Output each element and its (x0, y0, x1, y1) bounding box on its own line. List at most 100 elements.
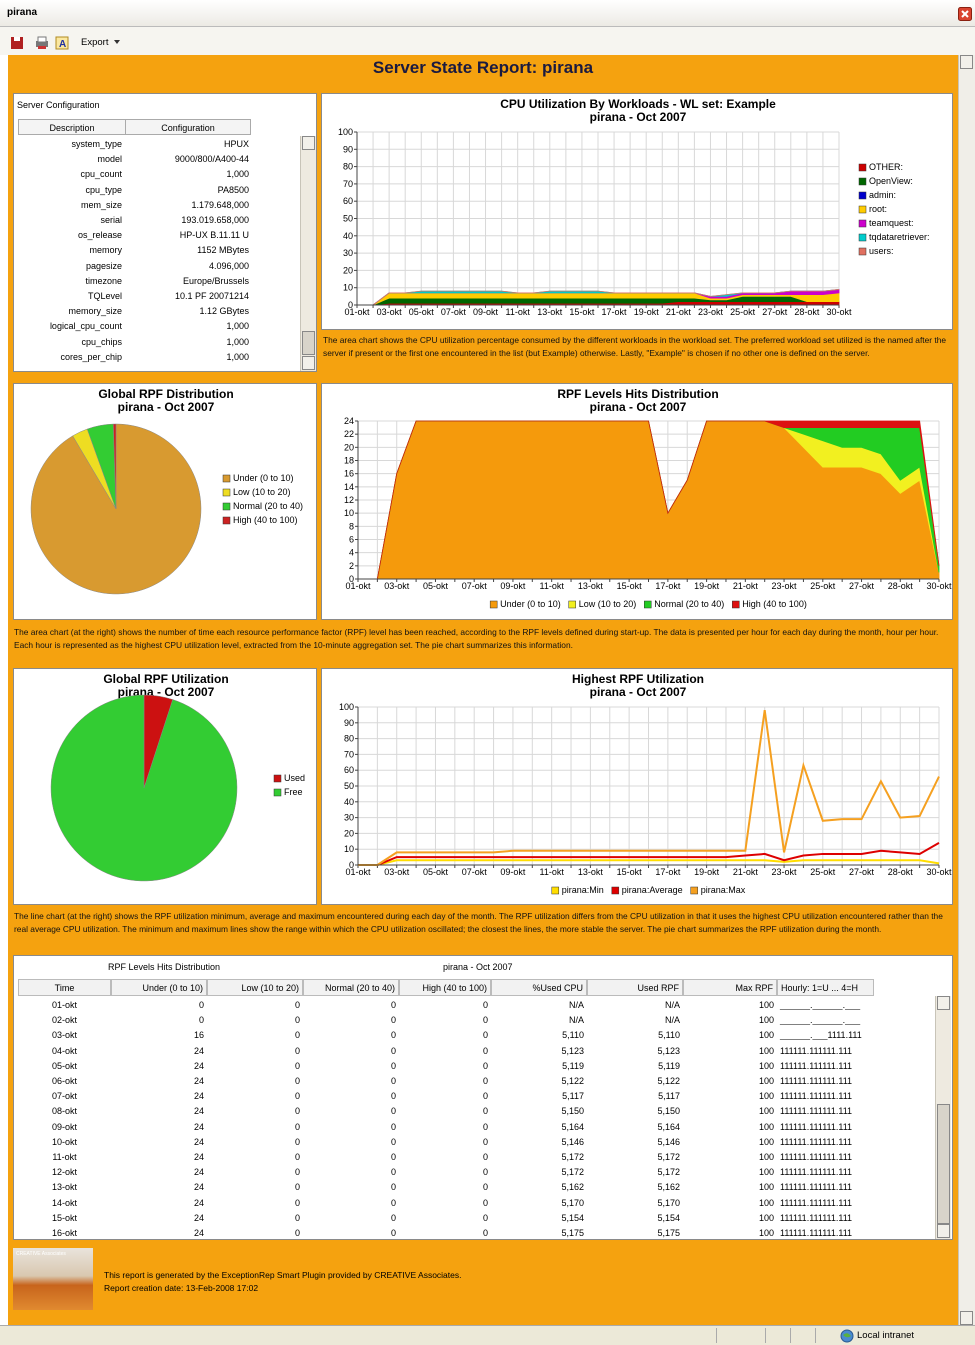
table-cell: 24 (111, 1076, 207, 1086)
table-cell: ______.___1111.111 (777, 1030, 874, 1040)
chart-subtitle: pirana - Oct 2007 (590, 400, 687, 414)
y-tick-label: 10 (344, 844, 354, 854)
table-cell: 5,123 (587, 1046, 683, 1056)
x-tick-label: 11-okt (505, 307, 530, 317)
y-tick-label: 30 (344, 813, 354, 823)
x-tick-label: 07-okt (462, 581, 488, 591)
table-cell: 0 (399, 1213, 491, 1223)
table-cell: 5,146 (587, 1137, 683, 1147)
x-tick-label: 19-okt (694, 581, 720, 591)
legend-label: teamquest: (869, 218, 914, 228)
table-cell: 0 (207, 1030, 303, 1040)
config-value: 1.179.648,000 (126, 200, 249, 210)
scroll-down[interactable] (937, 1224, 950, 1238)
x-tick-label: 30-okt (926, 867, 952, 877)
config-value: HP-UX B.11.11 U (126, 230, 249, 240)
table-cell: 5,150 (491, 1106, 587, 1116)
table-cell: 0 (111, 1015, 207, 1025)
table-cell: 111111.111111.111 (777, 1091, 874, 1101)
table-cell: 100 (683, 1182, 777, 1192)
table-cell: 24 (111, 1182, 207, 1192)
y-tick-label: 22 (344, 429, 354, 439)
print-icon[interactable] (36, 37, 48, 49)
logo-text: CREATIVE Associates (16, 1251, 66, 1257)
table-cell: 13-okt (18, 1182, 111, 1192)
x-tick-label: 05-okt (409, 307, 435, 317)
toolbar: A Export (0, 27, 975, 55)
config-value: Europe/Brussels (126, 276, 249, 286)
table-scrollbar[interactable] (935, 996, 951, 1239)
legend-swatch (859, 248, 866, 255)
legend-label: Low (10 to 20) (233, 487, 291, 497)
legend-label: OTHER: (869, 162, 903, 172)
export-label[interactable]: Export (81, 37, 108, 48)
close-button[interactable] (958, 7, 972, 21)
cpu-description: The area chart shows the CPU utilization… (323, 334, 951, 359)
x-tick-label: 27-okt (849, 581, 875, 591)
header-cell: %Used CPU (491, 979, 587, 996)
legend-swatch (569, 601, 576, 608)
table-cell: 15-okt (18, 1213, 111, 1223)
chart-subtitle: pirana - Oct 2007 (118, 400, 215, 414)
y-tick-label: 0 (349, 574, 354, 584)
legend-swatch (490, 601, 497, 608)
table-cell: 100 (683, 1015, 777, 1025)
scroll-up[interactable] (960, 55, 973, 69)
legend-swatch (859, 178, 866, 185)
y-tick-label: 70 (343, 179, 353, 189)
table-cell: 0 (207, 1213, 303, 1223)
table-cell: 09-okt (18, 1122, 111, 1132)
chart-subtitle: pirana - Oct 2007 (590, 110, 687, 124)
config-value: 1,000 (126, 321, 249, 331)
y-tick-label: 50 (343, 214, 353, 224)
table-cell: 0 (399, 1076, 491, 1086)
table-cell: 0 (303, 1122, 399, 1132)
y-tick-label: 90 (343, 144, 353, 154)
header-cell: Normal (20 to 40) (303, 979, 399, 996)
table-cell: 5,117 (491, 1091, 587, 1101)
legend-swatch (859, 192, 866, 199)
config-scrollbar[interactable] (300, 136, 316, 371)
scroll-down[interactable] (302, 356, 315, 370)
scroll-down[interactable] (960, 1311, 973, 1325)
y-tick-label: 60 (344, 765, 354, 775)
x-tick-label: 21-okt (733, 867, 759, 877)
table-cell: 0 (303, 1000, 399, 1010)
table-cell: 0 (399, 1000, 491, 1010)
table-cell: 0 (207, 1167, 303, 1177)
config-title: Server Configuration (17, 100, 100, 110)
table-cell: 0 (303, 1076, 399, 1086)
table-cell: 0 (399, 1137, 491, 1147)
x-tick-label: 17-okt (655, 581, 681, 591)
page-scrollbar[interactable] (958, 55, 975, 1325)
table-cell: 5,154 (491, 1213, 587, 1223)
table-cell: 0 (399, 1182, 491, 1192)
table-cell: 12-okt (18, 1167, 111, 1177)
font-icon[interactable]: A (56, 37, 68, 50)
x-tick-label: 30-okt (926, 581, 952, 591)
table-cell: 5,175 (587, 1228, 683, 1238)
table-cell: 0 (303, 1061, 399, 1071)
scroll-up[interactable] (937, 996, 950, 1010)
scroll-thumb[interactable] (937, 1104, 950, 1224)
table-cell: N/A (491, 1000, 587, 1010)
svg-text:A: A (59, 39, 66, 50)
y-tick-label: 10 (343, 283, 353, 293)
table-cell: 100 (683, 1091, 777, 1101)
y-tick-label: 30 (343, 248, 353, 258)
rpf-hits-chart: RPF Levels Hits Distributionpirana - Oct… (321, 383, 953, 620)
x-tick-label: 21-okt (666, 307, 692, 317)
config-key: logical_cpu_count (18, 321, 122, 331)
legend-label: users: (869, 246, 894, 256)
report-title: Server State Report: pirana (8, 58, 958, 78)
export-menu[interactable]: Export (81, 37, 121, 48)
config-key: cpu_count (18, 169, 122, 179)
table-cell: 100 (683, 1228, 777, 1238)
save-icon[interactable] (11, 37, 23, 49)
table-cell: 24 (111, 1152, 207, 1162)
scroll-thumb[interactable] (302, 331, 315, 355)
scroll-up[interactable] (302, 136, 315, 150)
config-value: 193.019.658,000 (126, 215, 249, 225)
y-tick-label: 90 (344, 718, 354, 728)
legend-swatch (274, 775, 281, 782)
